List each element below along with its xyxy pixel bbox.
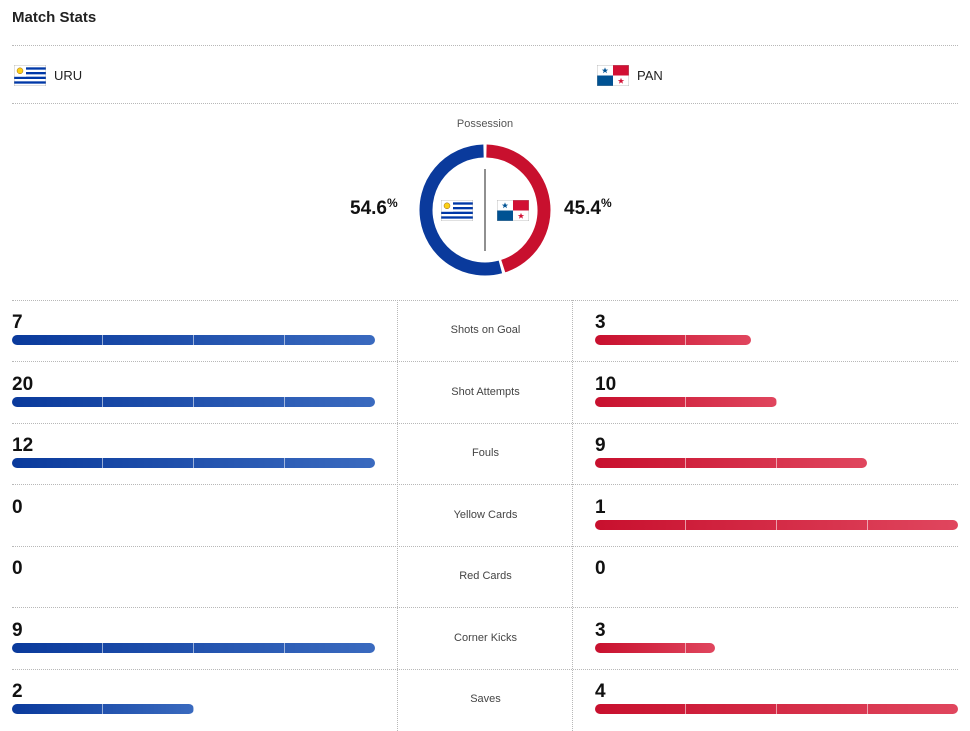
away-possession-arc	[486, 144, 551, 273]
home-stat-value: 7	[12, 312, 23, 333]
stat-label: Corner Kicks	[454, 632, 517, 644]
bar-tick	[685, 704, 686, 714]
stat-label: Red Cards	[459, 570, 512, 582]
stat-label: Fouls	[472, 447, 499, 459]
stat-row: 9 Corner Kicks 3	[12, 608, 958, 670]
divider	[12, 423, 958, 424]
home-stat-bar	[12, 458, 375, 468]
bar-tick	[685, 335, 686, 345]
bar-tick	[102, 335, 103, 345]
home-possession-arc	[419, 144, 503, 276]
away-stat-value: 9	[595, 435, 606, 456]
bar-tick	[685, 458, 686, 468]
away-stat-value: 10	[595, 374, 617, 395]
stat-row: 0 Yellow Cards 1	[12, 485, 958, 547]
stat-label: Shot Attempts	[451, 386, 520, 398]
away-stat-bar	[595, 335, 751, 345]
stat-row: 20 Shot Attempts 10	[12, 362, 958, 424]
divider	[12, 484, 958, 485]
bar-tick	[284, 643, 285, 653]
away-stat-value: 4	[595, 681, 606, 702]
home-stat-value: 0	[12, 558, 23, 579]
home-stat-value: 20	[12, 374, 34, 395]
bar-tick	[685, 643, 686, 653]
stat-label: Shots on Goal	[450, 324, 521, 336]
uruguay-flag-icon	[441, 200, 473, 221]
stat-row: 2 Saves 4	[12, 669, 958, 730]
bar-tick	[284, 397, 285, 407]
panama-flag-icon	[597, 65, 629, 86]
away-stat-bar	[595, 458, 867, 468]
home-stat-value: 2	[12, 681, 23, 702]
bar-tick	[102, 458, 103, 468]
bar-tick	[867, 704, 868, 714]
possession-donut-chart	[419, 144, 551, 276]
bar-tick	[193, 458, 194, 468]
stat-row: 0 Red Cards 0	[12, 546, 958, 608]
divider	[12, 669, 958, 670]
bar-tick	[776, 397, 777, 407]
home-stat-value: 9	[12, 620, 23, 641]
bar-tick	[193, 643, 194, 653]
divider	[12, 546, 958, 547]
away-stat-value: 0	[595, 558, 606, 579]
stat-row: 7 Shots on Goal 3	[12, 300, 958, 362]
page-title: Match Stats	[12, 9, 97, 26]
column-divider-right	[572, 300, 573, 731]
panama-flag-icon	[497, 200, 529, 221]
stat-row: 12 Fouls 9	[12, 423, 958, 485]
divider	[12, 607, 958, 608]
home-stat-bar	[12, 704, 194, 714]
bar-tick	[867, 520, 868, 530]
home-stat-bar	[12, 643, 375, 653]
away-stat-bar	[595, 520, 958, 530]
bar-tick	[102, 643, 103, 653]
bar-tick	[776, 704, 777, 714]
bar-tick	[193, 335, 194, 345]
divider	[12, 361, 958, 362]
away-stat-bar	[595, 397, 777, 407]
stat-label: Yellow Cards	[453, 509, 518, 521]
bar-tick	[193, 704, 194, 714]
home-possession-value: 54.6%	[350, 196, 398, 219]
possession-label: Possession	[456, 118, 514, 130]
divider	[12, 103, 958, 104]
away-team: PAN	[597, 64, 663, 86]
bar-tick	[284, 458, 285, 468]
away-stat-bar	[595, 643, 715, 653]
uruguay-flag-icon	[14, 65, 46, 86]
bar-tick	[776, 458, 777, 468]
away-stat-value: 3	[595, 312, 606, 333]
away-stat-value: 1	[595, 497, 606, 518]
away-stat-bar	[595, 704, 958, 714]
away-stat-value: 3	[595, 620, 606, 641]
bar-tick	[685, 520, 686, 530]
column-divider-left	[397, 300, 398, 731]
home-stat-bar	[12, 335, 375, 345]
away-possession-value: 45.4%	[564, 196, 612, 219]
stat-label: Saves	[470, 693, 501, 705]
bar-tick	[776, 520, 777, 530]
bar-tick	[102, 704, 103, 714]
home-stat-value: 0	[12, 497, 23, 518]
bar-tick	[193, 397, 194, 407]
away-team-abbr: PAN	[637, 67, 663, 83]
home-team: URU	[14, 64, 82, 86]
home-stat-bar	[12, 397, 375, 407]
bar-tick	[685, 397, 686, 407]
bar-tick	[102, 397, 103, 407]
divider	[12, 45, 958, 46]
home-team-abbr: URU	[54, 67, 83, 83]
home-stat-value: 12	[12, 435, 34, 456]
divider	[12, 300, 958, 301]
bar-tick	[284, 335, 285, 345]
